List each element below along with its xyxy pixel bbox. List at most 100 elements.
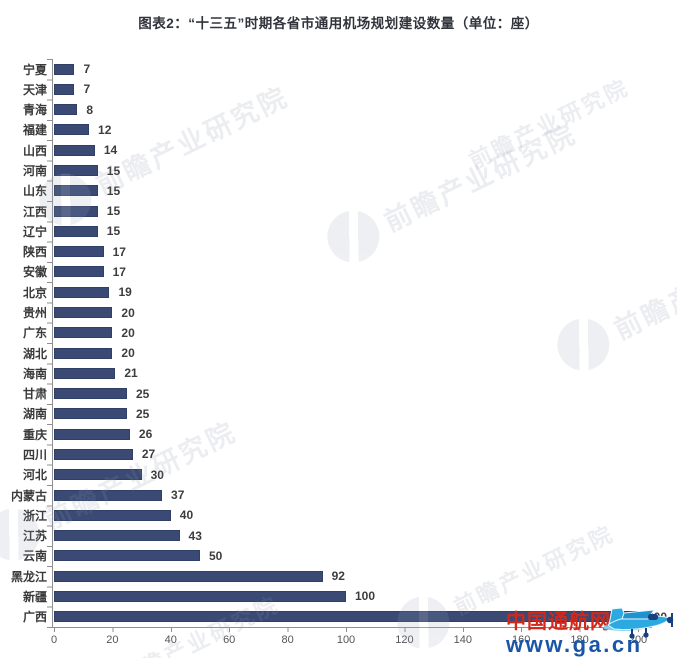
bar-row: 广西 200 bbox=[8, 607, 667, 627]
bar bbox=[54, 469, 142, 481]
bar-row: 辽宁 15 bbox=[8, 221, 638, 241]
bar-row: 河南 15 bbox=[8, 160, 638, 180]
category-label: 黑龙江 bbox=[10, 569, 47, 584]
x-axis-ticks bbox=[54, 628, 639, 632]
bar-track: 92 bbox=[54, 569, 638, 583]
x-tick-label: 20 bbox=[106, 634, 119, 646]
category-label: 重庆 bbox=[22, 427, 47, 442]
bar bbox=[54, 266, 104, 278]
value-label: 21 bbox=[124, 366, 138, 381]
bar-row: 江苏 43 bbox=[8, 525, 638, 545]
chart-title: 图表2：“十三五”时期各省市通用机场规划建设数量（单位：座） bbox=[138, 16, 539, 31]
y-axis-ticks bbox=[47, 59, 52, 629]
category-label: 陕西 bbox=[22, 245, 47, 260]
bar-row: 四川 27 bbox=[8, 444, 638, 464]
value-label: 50 bbox=[209, 548, 223, 563]
bar-row: 湖南 25 bbox=[8, 404, 638, 424]
category-label: 山西 bbox=[22, 143, 47, 158]
bar-track: 15 bbox=[54, 164, 638, 178]
category-label: 江西 bbox=[22, 204, 47, 219]
bar bbox=[54, 611, 638, 623]
bar-track: 17 bbox=[54, 245, 638, 259]
bar-track: 15 bbox=[54, 224, 638, 238]
category-label: 贵州 bbox=[22, 306, 47, 321]
x-tick-label: 140 bbox=[453, 634, 472, 646]
bar bbox=[54, 550, 200, 562]
category-label: 浙江 bbox=[22, 508, 47, 523]
bar-track: 50 bbox=[54, 549, 638, 563]
value-label: 17 bbox=[112, 244, 126, 259]
bar bbox=[54, 246, 104, 258]
bar-row: 安徽 17 bbox=[8, 262, 638, 282]
bar bbox=[54, 347, 113, 359]
category-label: 甘肃 bbox=[22, 387, 47, 402]
category-label: 海南 bbox=[22, 366, 47, 381]
bar bbox=[54, 307, 113, 319]
category-label: 四川 bbox=[22, 447, 47, 462]
value-label: 40 bbox=[179, 508, 194, 523]
bar-row: 山东 15 bbox=[8, 181, 638, 201]
bar-rows: 宁夏 7 天津 7 青海 8 福建 12 山西 14 河南 15 山东 15 江西 15 辽宁 15 陕西 17 安徽 1… bbox=[8, 59, 667, 627]
value-label: 15 bbox=[106, 163, 121, 178]
bar-track: 14 bbox=[54, 143, 638, 157]
category-label: 江苏 bbox=[22, 529, 47, 544]
bar-track: 25 bbox=[54, 407, 638, 421]
x-axis-labels: 0 20 40 60 80 100 120 140 160 180 200 bbox=[51, 634, 647, 648]
category-label: 新疆 bbox=[22, 589, 47, 604]
value-label: 43 bbox=[188, 528, 202, 543]
bar-row: 河北 30 bbox=[8, 465, 638, 485]
category-label: 天津 bbox=[22, 82, 47, 97]
bar-track: 15 bbox=[54, 184, 638, 198]
bar-track: 7 bbox=[54, 62, 638, 76]
bar-track: 17 bbox=[54, 265, 638, 279]
bar-row: 黑龙江 92 bbox=[8, 566, 638, 586]
category-label: 广东 bbox=[22, 326, 47, 341]
bar-track: 30 bbox=[54, 468, 638, 482]
bar bbox=[54, 448, 133, 460]
bar-row: 贵州 20 bbox=[8, 302, 638, 322]
x-tick-label: 60 bbox=[223, 634, 236, 646]
bar-row: 甘肃 25 bbox=[8, 384, 638, 404]
value-label: 200 bbox=[647, 609, 668, 624]
bar bbox=[54, 185, 98, 197]
bar-track: 37 bbox=[54, 488, 638, 502]
value-label: 7 bbox=[83, 82, 91, 97]
bar bbox=[54, 165, 98, 177]
category-label: 湖北 bbox=[22, 346, 47, 361]
category-label: 云南 bbox=[22, 549, 47, 564]
bar-row: 云南 50 bbox=[8, 546, 638, 566]
bar-track: 40 bbox=[54, 508, 638, 522]
bar-row: 内蒙古 37 bbox=[8, 485, 638, 505]
bar-track: 15 bbox=[54, 204, 638, 218]
value-label: 92 bbox=[331, 569, 345, 584]
bar-track: 19 bbox=[54, 285, 638, 299]
bar bbox=[54, 428, 130, 440]
bar-row: 山西 14 bbox=[8, 140, 638, 160]
value-label: 15 bbox=[106, 224, 121, 239]
category-label: 安徽 bbox=[22, 265, 47, 280]
value-label: 20 bbox=[121, 325, 135, 340]
bar bbox=[54, 590, 346, 602]
bar bbox=[54, 124, 90, 136]
bar-track: 26 bbox=[54, 427, 638, 441]
value-label: 17 bbox=[112, 264, 126, 279]
value-label: 12 bbox=[98, 122, 112, 137]
bar bbox=[54, 286, 110, 298]
value-label: 19 bbox=[118, 285, 132, 300]
x-tick-label: 200 bbox=[628, 634, 648, 646]
category-label: 湖南 bbox=[22, 407, 47, 422]
bar-track: 12 bbox=[54, 123, 638, 137]
value-label: 20 bbox=[121, 346, 135, 361]
bar-track: 7 bbox=[54, 82, 638, 96]
value-label: 100 bbox=[355, 589, 376, 604]
bar bbox=[54, 83, 75, 95]
value-label: 7 bbox=[83, 62, 91, 77]
bar bbox=[54, 570, 323, 582]
bar bbox=[54, 388, 127, 400]
bar bbox=[54, 530, 180, 542]
bar-row: 宁夏 7 bbox=[8, 59, 638, 79]
bar-track: 8 bbox=[54, 103, 638, 117]
bar-row: 陕西 17 bbox=[8, 242, 638, 262]
category-label: 内蒙古 bbox=[10, 488, 47, 503]
bar bbox=[54, 327, 113, 339]
